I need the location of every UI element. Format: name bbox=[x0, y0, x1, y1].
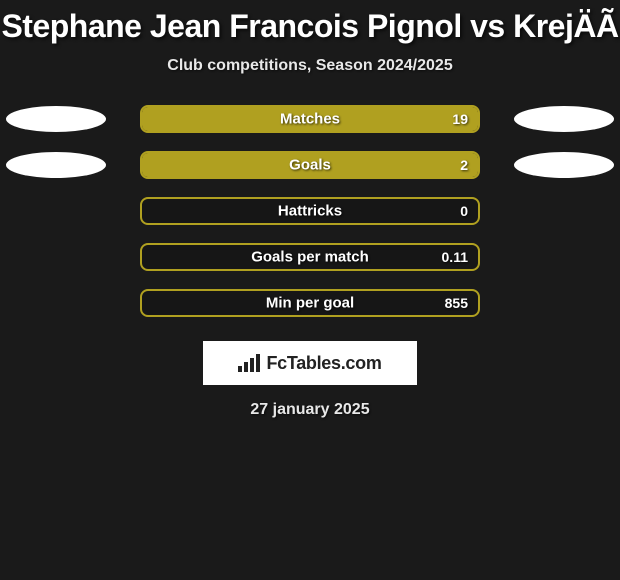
stat-label: Goals bbox=[289, 157, 331, 174]
stat-value: 0 bbox=[460, 203, 468, 219]
stat-bar: Min per goal 855 bbox=[140, 289, 480, 317]
bars-icon bbox=[238, 354, 260, 372]
stat-bar: Goals per match 0.11 bbox=[140, 243, 480, 271]
date-label: 27 january 2025 bbox=[0, 401, 620, 419]
stat-row: Goals per match 0.11 bbox=[0, 243, 620, 271]
stat-label: Matches bbox=[280, 111, 340, 128]
stat-bar: Goals 2 bbox=[140, 151, 480, 179]
stat-value: 0.11 bbox=[442, 249, 468, 265]
stat-row: Min per goal 855 bbox=[0, 289, 620, 317]
stat-label: Min per goal bbox=[266, 295, 354, 312]
stat-value: 19 bbox=[452, 111, 468, 127]
stat-label: Hattricks bbox=[278, 203, 342, 220]
stat-row: Matches 19 bbox=[0, 105, 620, 133]
stat-value: 2 bbox=[460, 157, 468, 173]
player-right-oval bbox=[514, 106, 614, 132]
logo-text: FcTables.com bbox=[266, 353, 381, 374]
subtitle: Club competitions, Season 2024/2025 bbox=[0, 57, 620, 75]
player-left-oval bbox=[6, 152, 106, 178]
stat-value: 855 bbox=[445, 295, 468, 311]
stat-bar: Matches 19 bbox=[140, 105, 480, 133]
player-right-oval bbox=[514, 152, 614, 178]
stats-comparison-card: Stephane Jean Francois Pignol vs KrejÄÃ … bbox=[0, 0, 620, 419]
stat-label: Goals per match bbox=[251, 249, 369, 266]
logo-box[interactable]: FcTables.com bbox=[203, 341, 417, 385]
player-left-oval bbox=[6, 106, 106, 132]
stat-rows: Matches 19 Goals 2 Hattricks 0 Goals per match… bbox=[0, 105, 620, 317]
page-title: Stephane Jean Francois Pignol vs KrejÄÃ bbox=[0, 8, 620, 45]
stat-row: Hattricks 0 bbox=[0, 197, 620, 225]
stat-row: Goals 2 bbox=[0, 151, 620, 179]
stat-bar: Hattricks 0 bbox=[140, 197, 480, 225]
